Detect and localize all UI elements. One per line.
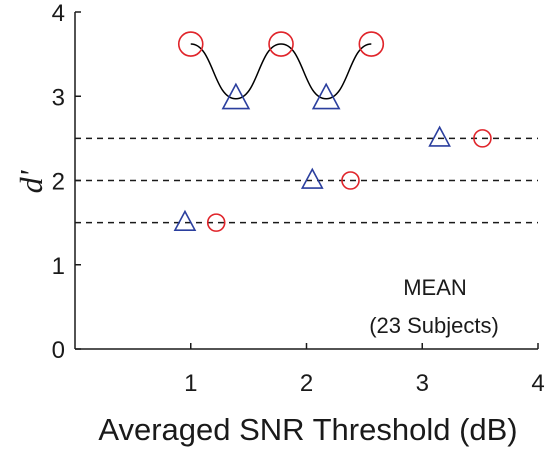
data-markers xyxy=(173,31,492,232)
y-tick-label: 2 xyxy=(52,169,65,196)
x-tick-label: 2 xyxy=(300,370,313,397)
circle-marker xyxy=(341,171,360,190)
y-tick-label: 0 xyxy=(52,337,65,364)
tick-labels: 1 2 3 4 0 1 2 3 4 xyxy=(52,0,545,397)
wave-curve xyxy=(190,43,372,100)
triangle-marker xyxy=(428,125,451,147)
y-tick-label: 1 xyxy=(52,253,65,280)
annotation-subjects: (23 Subjects) xyxy=(369,313,499,338)
wave-circle-marker xyxy=(358,31,385,57)
triangle-marker xyxy=(173,209,197,231)
triangle-marker xyxy=(300,167,324,189)
circle-marker xyxy=(473,129,492,148)
x-tick-label: 4 xyxy=(531,370,544,397)
axes xyxy=(74,11,539,350)
x-tick-label: 1 xyxy=(184,370,197,397)
y-tick-label: 4 xyxy=(52,0,65,27)
x-tick-label: 3 xyxy=(416,370,429,397)
wave-triangle-marker xyxy=(311,82,341,110)
y-axis-label: d' xyxy=(13,169,49,193)
annotation-mean: MEAN xyxy=(403,275,467,300)
circle-marker xyxy=(206,213,226,232)
wave-circle-marker xyxy=(177,31,204,57)
wave-triangle-marker xyxy=(221,82,251,110)
wave-path xyxy=(190,43,372,100)
y-tick-label: 3 xyxy=(52,84,65,111)
x-axis-label: Averaged SNR Threshold (dB) xyxy=(98,412,517,447)
wave-circle-marker xyxy=(268,31,294,57)
